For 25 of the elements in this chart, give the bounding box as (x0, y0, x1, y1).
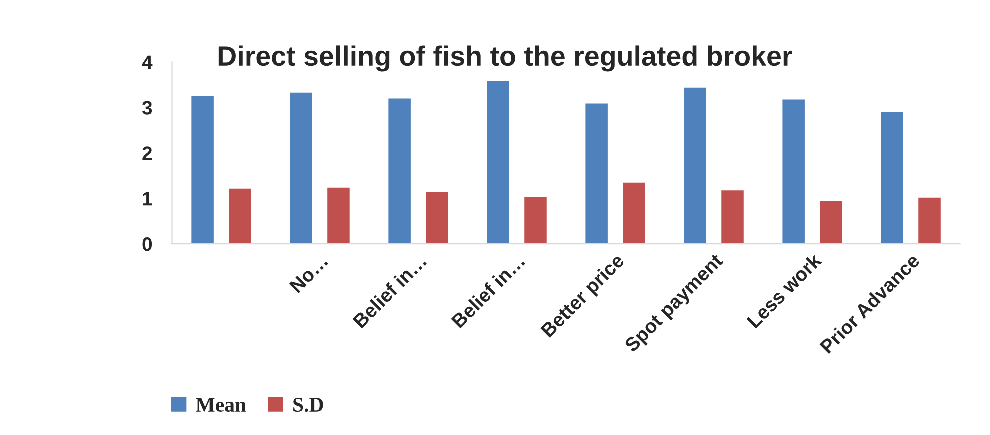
legend-label: Mean (196, 398, 246, 412)
bar (781, 98, 806, 244)
bar (326, 186, 352, 244)
bar (228, 187, 253, 244)
bar (584, 102, 610, 244)
bar (387, 97, 412, 244)
chart-title: Direct selling of fish to the regulated broker (218, 46, 792, 72)
bar (818, 200, 844, 244)
y-tick-label: 4 (142, 56, 153, 70)
bar (720, 189, 746, 244)
bar (880, 110, 905, 244)
bar (486, 80, 511, 244)
bar (288, 92, 314, 244)
y-tick-label: 1 (143, 192, 152, 206)
bar (190, 94, 216, 244)
y-tick-label: 3 (142, 101, 152, 115)
legend-label: S.D (294, 398, 324, 412)
bar (682, 86, 708, 244)
bar (622, 182, 647, 244)
bar (424, 190, 450, 244)
bar (917, 196, 942, 244)
x-tick-label: No… (289, 254, 329, 294)
y-tick-label: 2 (142, 146, 152, 160)
bar (523, 196, 548, 244)
y-tick-label: 0 (142, 238, 152, 252)
